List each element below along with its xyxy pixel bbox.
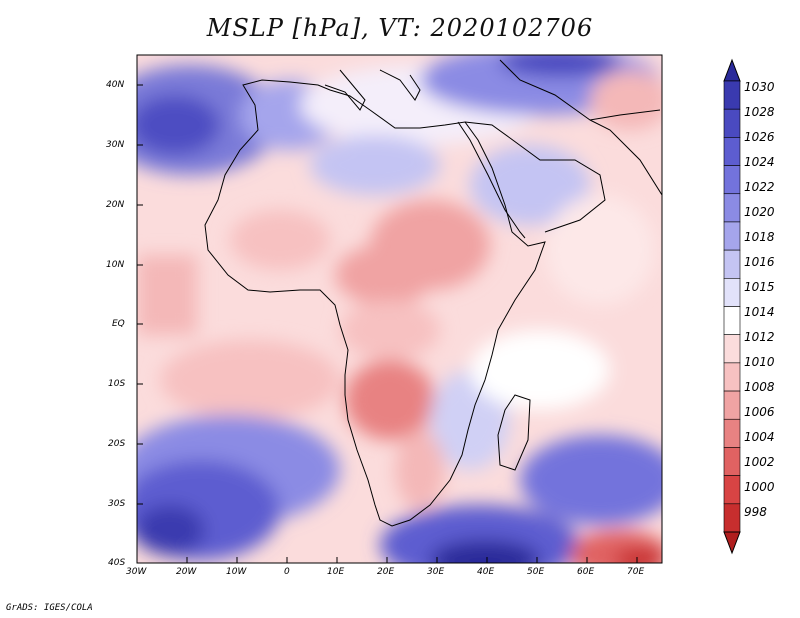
colorbar-segment bbox=[723, 278, 741, 307]
lat-tick-label: 10S bbox=[108, 379, 126, 389]
lon-tick-label: 40E bbox=[477, 567, 495, 577]
colorbar-level-label: 1010 bbox=[744, 355, 775, 369]
colorbar-segment bbox=[723, 249, 741, 279]
lon-tick-label: 30W bbox=[126, 567, 147, 577]
colorbar-bottom-arrow bbox=[723, 531, 741, 555]
pressure-field bbox=[137, 55, 662, 563]
lat-tick-label: 20N bbox=[106, 200, 125, 210]
colorbar-level-label: 1015 bbox=[744, 280, 775, 294]
colorbar-level-label: 1000 bbox=[744, 480, 775, 494]
colorbar-segment bbox=[723, 447, 741, 476]
map-frame bbox=[136, 54, 663, 564]
colorbar-level-label: 998 bbox=[744, 505, 767, 519]
lat-tick-label: 10N bbox=[106, 260, 125, 270]
lat-tick-label: 40N bbox=[106, 80, 125, 90]
lon-tick-label: 10E bbox=[327, 567, 345, 577]
colorbar-segment bbox=[723, 390, 741, 420]
colorbar bbox=[723, 58, 741, 555]
lat-tick-label: EQ bbox=[112, 319, 125, 329]
lon-tick-label: 60E bbox=[577, 567, 595, 577]
colorbar-segment bbox=[723, 80, 741, 110]
lat-tick-label: 40S bbox=[108, 558, 126, 568]
colorbar-segment bbox=[723, 334, 741, 364]
colorbar-segment bbox=[723, 108, 741, 138]
colorbar-level-label: 1022 bbox=[744, 180, 775, 194]
colorbar-segment bbox=[723, 362, 741, 392]
colorbar-level-label: 1024 bbox=[744, 155, 775, 169]
colorbar-segment bbox=[723, 306, 741, 335]
lat-tick-label: 30S bbox=[108, 499, 126, 509]
colorbar-level-label: 1020 bbox=[744, 205, 775, 219]
colorbar-segment bbox=[723, 193, 741, 223]
credit-label: GrADS: IGES/COLA bbox=[6, 603, 93, 613]
colorbar-level-label: 1016 bbox=[744, 255, 775, 269]
lon-tick-label: 0 bbox=[284, 567, 290, 577]
colorbar-level-label: 1012 bbox=[744, 330, 775, 344]
colorbar-segment bbox=[723, 418, 741, 448]
coastlines bbox=[204, 59, 662, 527]
lon-tick-label: 70E bbox=[627, 567, 645, 577]
colorbar-level-label: 1014 bbox=[744, 305, 775, 319]
colorbar-level-label: 1018 bbox=[744, 230, 775, 244]
colorbar-segment bbox=[723, 475, 741, 505]
colorbar-top-arrow bbox=[723, 58, 741, 82]
lat-tick-label: 20S bbox=[108, 439, 126, 449]
colorbar-segment bbox=[723, 165, 741, 195]
lon-tick-label: 20E bbox=[377, 567, 395, 577]
lon-tick-label: 10W bbox=[226, 567, 247, 577]
colorbar-level-label: 1030 bbox=[744, 80, 775, 94]
lat-tick-label: 30N bbox=[106, 140, 125, 150]
colorbar-segment bbox=[723, 137, 741, 166]
chart-title: MSLP [hPa], VT: 2020102706 bbox=[206, 14, 594, 42]
colorbar-level-label: 1004 bbox=[744, 430, 775, 444]
colorbar-segment bbox=[723, 503, 741, 533]
colorbar-level-label: 1026 bbox=[744, 130, 775, 144]
lon-tick-label: 30E bbox=[427, 567, 445, 577]
colorbar-level-label: 1008 bbox=[744, 380, 775, 394]
colorbar-level-label: 1002 bbox=[744, 455, 775, 469]
axis-ticks bbox=[137, 84, 638, 563]
lon-tick-label: 50E bbox=[527, 567, 545, 577]
colorbar-segment bbox=[723, 221, 741, 251]
colorbar-level-label: 1006 bbox=[744, 405, 775, 419]
colorbar-level-label: 1028 bbox=[744, 105, 775, 119]
lon-tick-label: 20W bbox=[176, 567, 197, 577]
